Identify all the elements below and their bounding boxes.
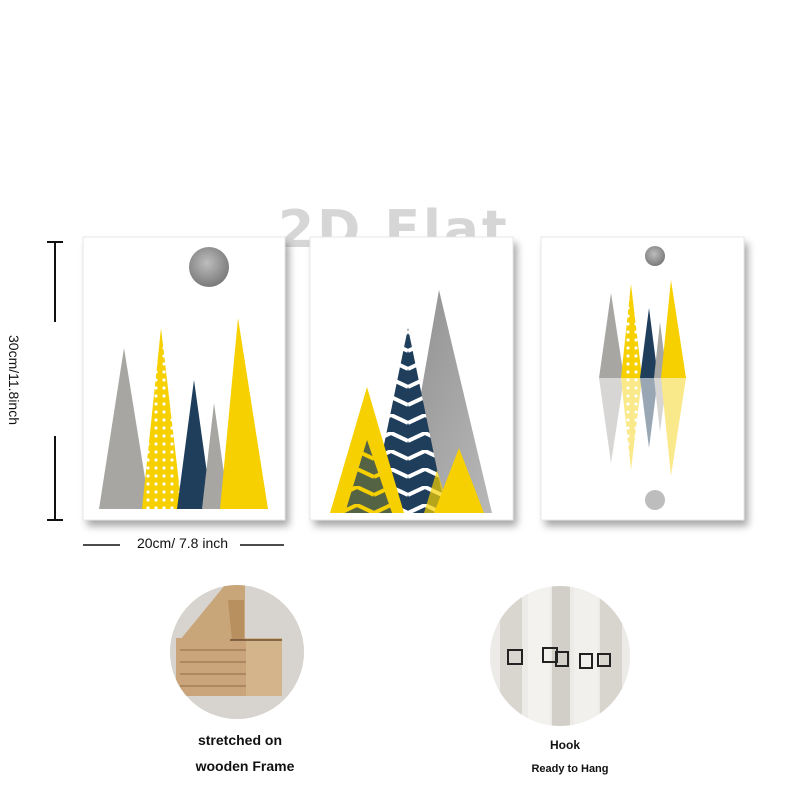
mountain-yellow-tall bbox=[661, 280, 686, 378]
hook-caption-line2: Ready to Hang bbox=[531, 763, 609, 775]
wooden-frame-detail-photo bbox=[170, 585, 304, 719]
frame-caption-line2: wooden Frame bbox=[195, 758, 295, 774]
mountain-yellow-small bbox=[424, 470, 450, 513]
mountain-yellow-tall bbox=[220, 318, 268, 509]
height-label: 30cm/11.8inch bbox=[6, 334, 22, 426]
height-dimension-line bbox=[47, 241, 63, 521]
canvas-panel-left bbox=[82, 236, 286, 521]
mountain-gray-small bbox=[202, 403, 229, 509]
mountain-navy bbox=[177, 380, 212, 509]
canvas-panel-middle bbox=[309, 236, 514, 521]
height-dimension: 30cm/11.8inch bbox=[6, 240, 82, 520]
mountain-navy bbox=[640, 308, 658, 378]
hook-detail-photo bbox=[490, 586, 630, 726]
frame-caption-line1: stretched on bbox=[197, 732, 282, 748]
width-label: 20cm/ 7.8 inch bbox=[136, 535, 229, 551]
canvas-panel-right bbox=[540, 236, 745, 521]
moon-reflection-icon bbox=[645, 490, 665, 510]
mountain-yellow-right bbox=[434, 448, 484, 513]
moon-top-icon bbox=[645, 246, 665, 266]
mountain-gray bbox=[599, 293, 624, 378]
mountain-yellow-dotted bbox=[142, 328, 182, 509]
mountain-reflection bbox=[599, 378, 686, 476]
hook-caption-line1: Hook bbox=[550, 738, 580, 752]
mountain-yellow-dotted bbox=[621, 284, 642, 378]
mountain-chevron-overlay bbox=[345, 440, 392, 513]
mountain-gray bbox=[99, 348, 150, 509]
moon-circle-icon bbox=[189, 247, 229, 287]
